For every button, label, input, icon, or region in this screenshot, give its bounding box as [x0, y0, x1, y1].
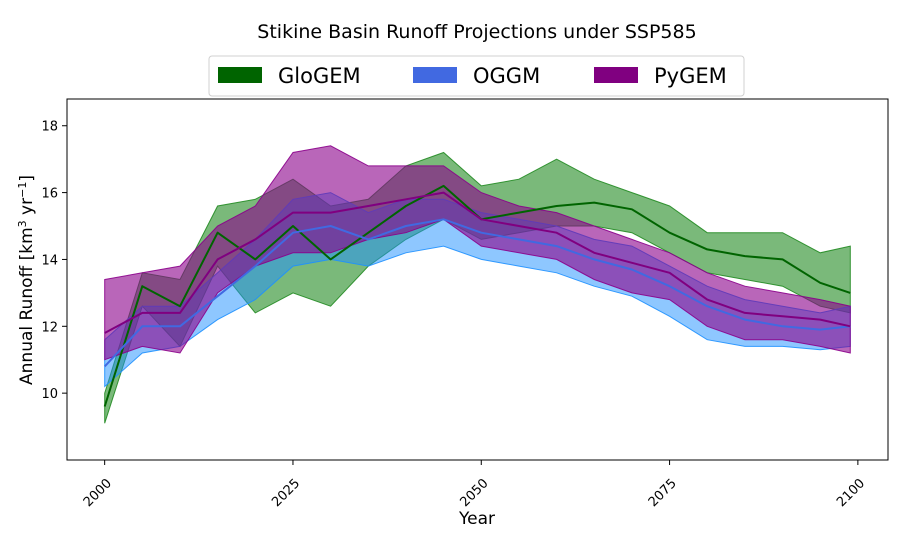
y-label-part-mid: yr	[17, 198, 37, 220]
x-axis-label: Year	[458, 509, 495, 529]
legend-box	[208, 55, 745, 97]
legend-label-oggm: OGGM	[473, 64, 540, 88]
plot-lines	[103, 184, 851, 407]
y-tick-label: 16	[41, 187, 58, 202]
band-pygem	[104, 145, 851, 361]
y-label-part-main: Annual Runoff [km	[17, 227, 37, 385]
y-label-sup-2: −1	[16, 182, 29, 198]
y-tick-label: 18	[41, 120, 58, 135]
plot-bands	[104, 145, 851, 424]
x-tick-label: 2025	[269, 476, 303, 510]
y-label-sup-1: 3	[16, 220, 29, 227]
y-label-part-end: ]	[17, 175, 37, 182]
x-axis-ticks: 2000 2025 2050 2075 2100	[81, 460, 868, 510]
x-tick-label: 2100	[834, 476, 868, 510]
line-oggm	[103, 218, 851, 368]
y-tick-label: 12	[41, 320, 58, 335]
legend-label-pygem: PyGEM	[654, 64, 727, 88]
x-tick-label: 2050	[458, 476, 492, 510]
legend-swatch-pygem	[594, 67, 638, 83]
x-tick-label: 2000	[81, 476, 115, 510]
y-tick-label: 14	[41, 253, 58, 268]
legend-label-glogem: GloGEM	[278, 64, 361, 88]
y-axis-label: Annual Runoff [km3 yr−1]	[16, 175, 38, 385]
legend-swatch-glogem	[218, 67, 262, 83]
x-tick-label: 2075	[646, 476, 680, 510]
line-pygem	[104, 191, 851, 334]
y-axis-ticks: 10 12 14 16 18	[41, 120, 67, 402]
plot-frame	[66, 98, 889, 461]
chart-title: Stikine Basin Runoff Projections under S…	[257, 21, 696, 43]
legend-swatch-oggm	[413, 67, 457, 83]
y-tick-label: 10	[41, 387, 58, 402]
legend: GloGEM OGGM PyGEM	[208, 55, 745, 97]
